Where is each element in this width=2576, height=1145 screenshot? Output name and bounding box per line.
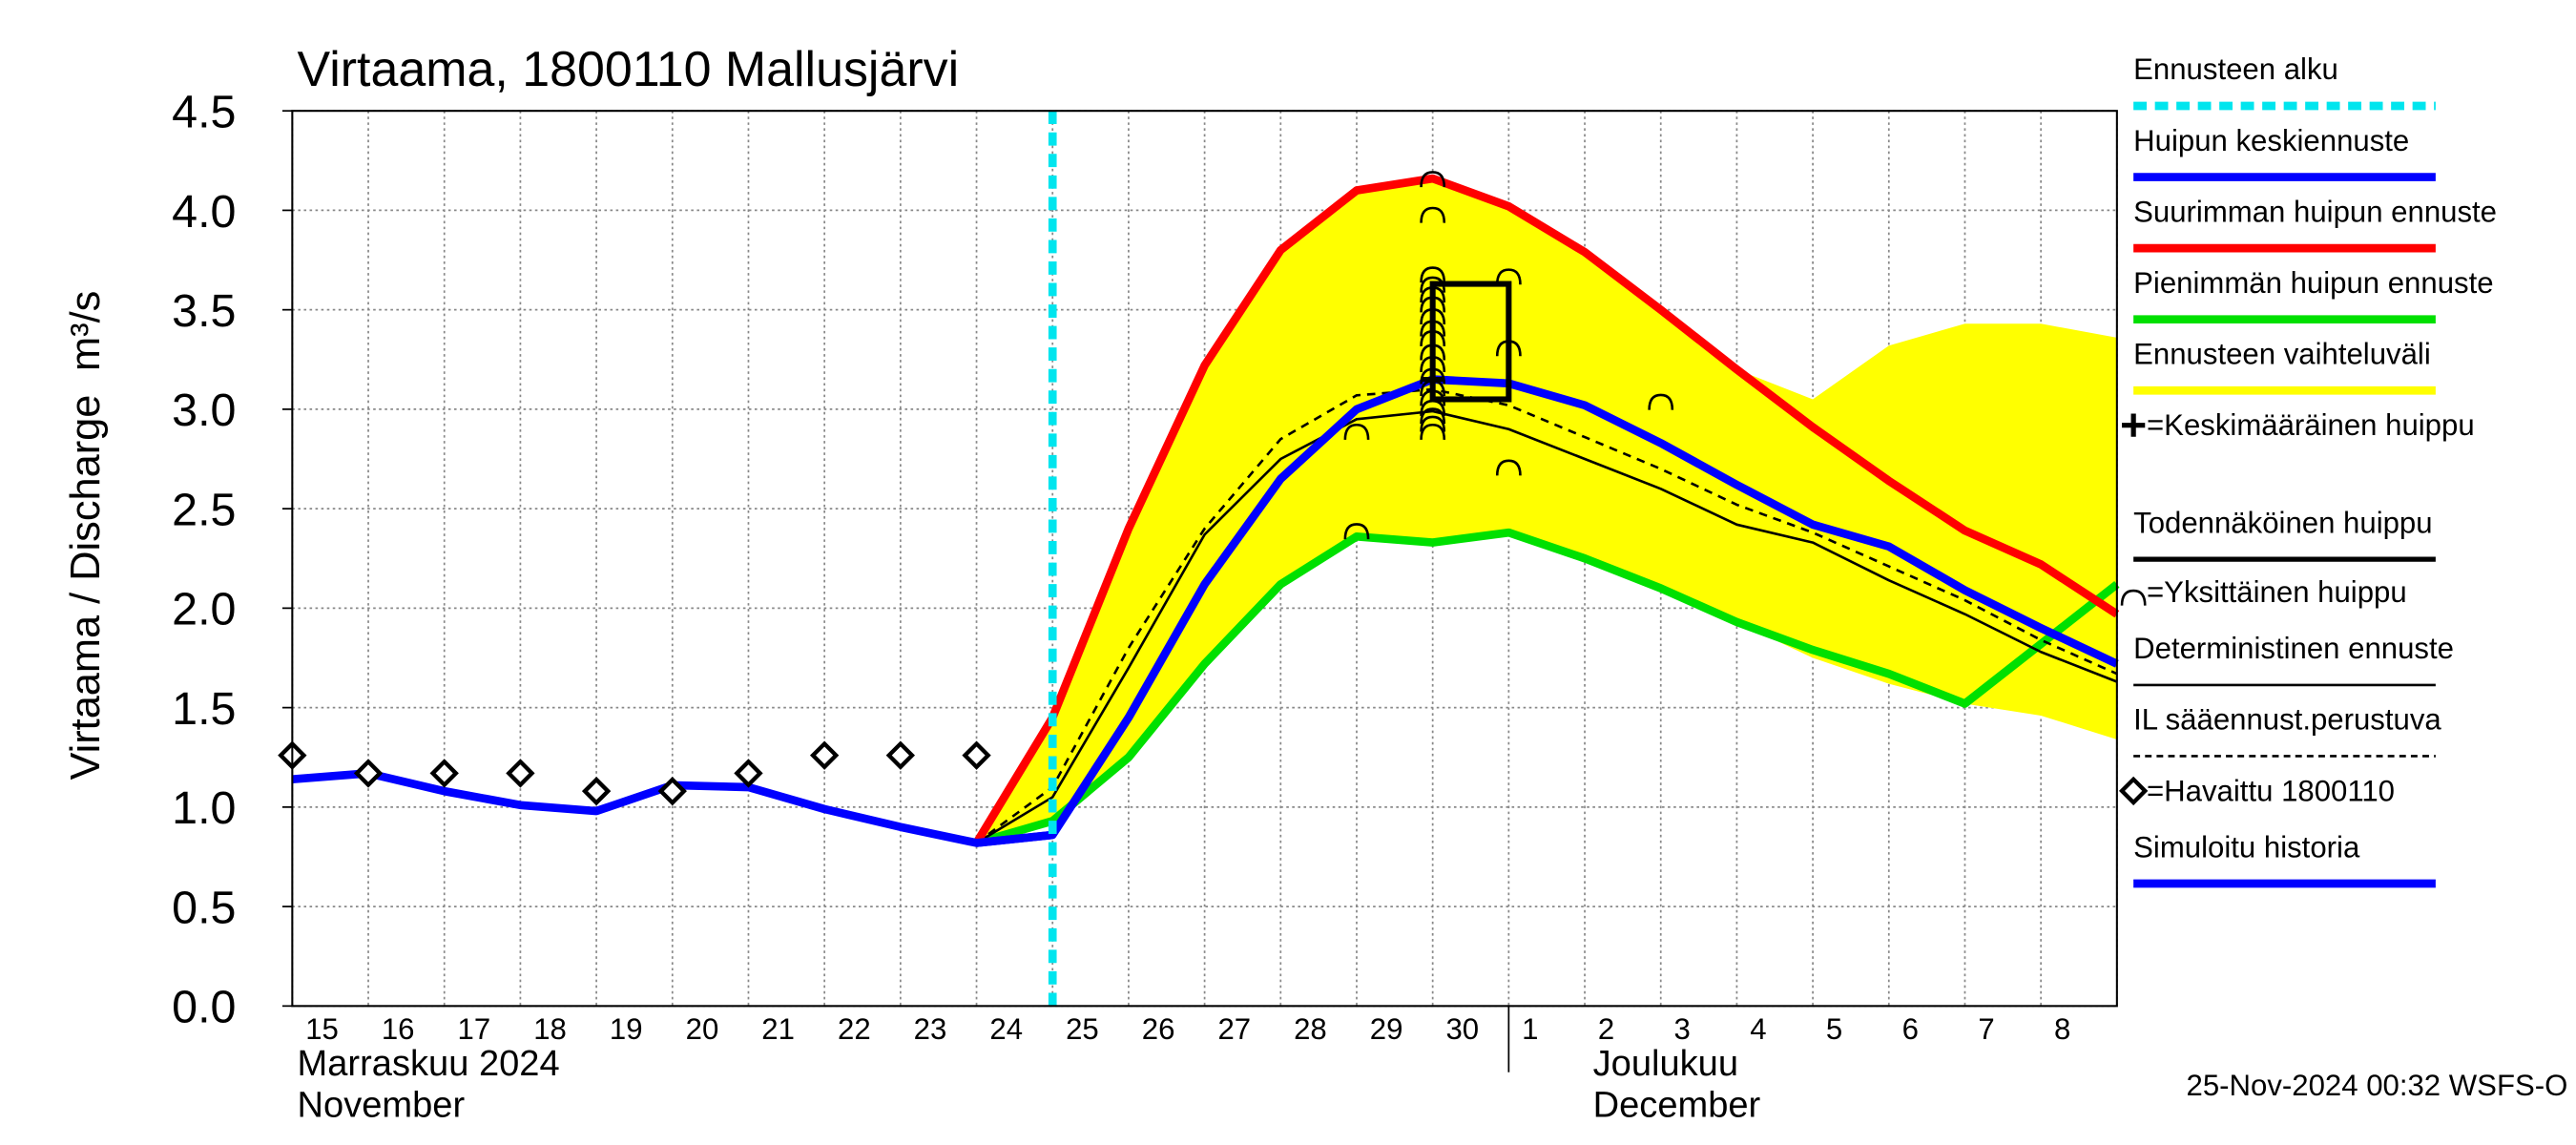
individual-peak <box>1343 423 1370 440</box>
plot-frame <box>291 110 2118 1008</box>
observed-point <box>429 759 459 788</box>
x-tick-label: 16 <box>382 1012 415 1046</box>
x-tick-label: 5 <box>1826 1012 1842 1046</box>
observed-point <box>581 776 612 806</box>
legend-label: =Havaittu 1800110 <box>2147 774 2395 807</box>
x-tick-label: 17 <box>458 1012 491 1046</box>
month-label: Marraskuu 2024 <box>298 1044 560 1084</box>
y-tick-label: 3.0 <box>172 385 236 436</box>
legend-label: Huipun keskiennuste <box>2133 124 2409 157</box>
observed-point <box>353 759 384 788</box>
legend-swatch <box>2122 413 2146 437</box>
x-tick-label: 29 <box>1370 1012 1403 1046</box>
x-tick-label: 24 <box>989 1012 1023 1046</box>
x-tick-label: 28 <box>1294 1012 1327 1046</box>
observed-point <box>809 740 840 770</box>
series-line <box>976 375 2119 847</box>
individual-peak <box>1420 171 1446 188</box>
individual-peak <box>1420 344 1446 361</box>
x-tick-label: 22 <box>838 1012 871 1046</box>
y-tick-label: 1.5 <box>172 683 236 735</box>
footer: 25-Nov-2024 00:32 WSFS-O <box>2187 1069 2568 1102</box>
individual-peak <box>1420 308 1446 324</box>
legend-label: Pienimmän huipun ennuste <box>2133 266 2493 300</box>
y-tick-label: 2.0 <box>172 584 236 635</box>
x-tick-label: 23 <box>914 1012 947 1046</box>
observed-point <box>657 776 687 806</box>
y-axis-label: Virtaama / Discharge <box>63 395 109 781</box>
legend-label: Ennusteen vaihteluväli <box>2133 337 2431 370</box>
x-tick-label: 25 <box>1066 1012 1099 1046</box>
individual-peak <box>1420 415 1446 432</box>
legend-swatch <box>2118 776 2149 806</box>
x-tick-label: 4 <box>1750 1012 1766 1046</box>
individual-peak <box>1420 266 1446 283</box>
x-tick-label: 18 <box>533 1012 567 1046</box>
observed-point <box>885 740 916 770</box>
y-axis-unit: m³/s <box>63 291 109 371</box>
individual-peak <box>1420 329 1446 346</box>
series-line <box>975 528 2120 847</box>
y-tick-label: 1.0 <box>172 782 236 834</box>
x-tick-label: 7 <box>1978 1012 1994 1046</box>
individual-peak <box>1648 393 1674 410</box>
individual-peak <box>1420 399 1446 416</box>
individual-peak <box>1343 523 1370 540</box>
observed-point <box>962 740 991 770</box>
x-tick-label: 2 <box>1598 1012 1614 1046</box>
y-tick-label: 4.0 <box>172 186 236 238</box>
individual-peak <box>1420 356 1446 373</box>
observed-point <box>734 759 763 788</box>
x-tick-label: 15 <box>305 1012 339 1046</box>
month-label-en: November <box>298 1085 466 1125</box>
legend-label: Suurimman huipun ennuste <box>2133 195 2497 228</box>
x-tick-label: 27 <box>1217 1012 1251 1046</box>
individual-peak <box>1420 276 1446 293</box>
individual-peak <box>1420 423 1446 440</box>
y-tick-label: 2.5 <box>172 484 236 535</box>
x-tick-label: 3 <box>1674 1012 1691 1046</box>
legend-swatch <box>2120 589 2147 606</box>
legend-label: Simuloitu historia <box>2133 830 2360 864</box>
legend-label: Ennusteen alku <box>2133 52 2338 86</box>
chart-title: Virtaama, 1800110 Mallusjärvi <box>298 42 960 97</box>
individual-peak <box>1495 340 1522 357</box>
individual-peak <box>1495 268 1522 285</box>
y-tick-label: 3.5 <box>172 285 236 337</box>
individual-peak <box>1420 389 1446 406</box>
individual-peak <box>1420 206 1446 223</box>
legend-label: IL sääennust.perustuva <box>2133 703 2441 737</box>
observed-point <box>506 759 535 788</box>
month-label: Joulukuu <box>1593 1044 1738 1084</box>
x-tick-label: 21 <box>761 1012 795 1046</box>
mean-peak <box>1421 367 1444 391</box>
individual-peak <box>1420 296 1446 313</box>
y-tick-label: 0.5 <box>172 882 236 933</box>
x-tick-label: 19 <box>610 1012 643 1046</box>
y-tick-label: 4.5 <box>172 86 236 137</box>
legend-label: =Yksittäinen huippu <box>2147 575 2407 609</box>
individual-peak <box>1420 407 1446 425</box>
x-tick-label: 26 <box>1142 1012 1175 1046</box>
x-tick-label: 6 <box>1902 1012 1919 1046</box>
x-tick-label: 8 <box>2054 1012 2070 1046</box>
x-tick-label: 1 <box>1522 1012 1538 1046</box>
individual-peak <box>1420 286 1446 303</box>
legend-label: =Keskimääräinen huippu <box>2147 408 2475 442</box>
x-tick-label: 30 <box>1446 1012 1480 1046</box>
x-tick-label: 20 <box>686 1012 719 1046</box>
y-tick-label: 0.0 <box>172 982 236 1033</box>
legend-label: Deterministinen ennuste <box>2133 632 2454 665</box>
legend-label: Todennäköinen huippu <box>2133 506 2432 539</box>
series-line <box>972 174 2120 845</box>
individual-peak <box>1420 320 1446 337</box>
month-label-en: December <box>1593 1085 1761 1125</box>
series-line <box>975 409 2118 844</box>
individual-peak <box>1495 459 1522 476</box>
series-line <box>975 387 2118 844</box>
forecast-band <box>976 178 2117 843</box>
